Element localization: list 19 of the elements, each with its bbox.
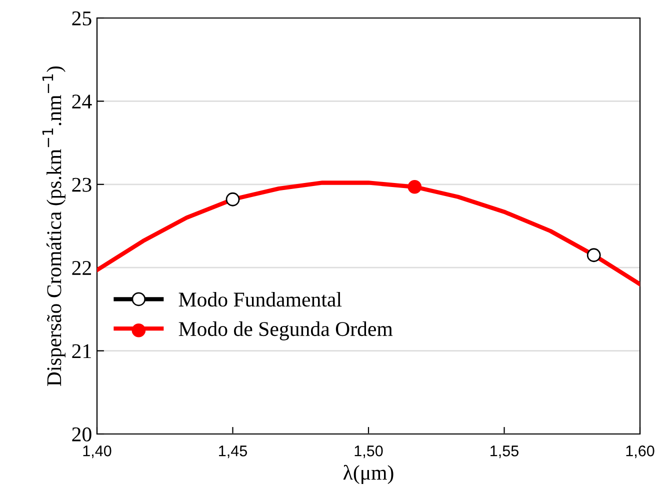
y-tick-label: 24 <box>72 94 92 108</box>
y-axis-title: Dispersão Cromática (ps.km$^{−1}$.nm$^{−1}$) <box>42 66 66 386</box>
point <box>226 192 240 206</box>
x-tick-label: 1,60 <box>626 446 654 458</box>
point <box>586 248 601 262</box>
y-tick-label: 23 <box>72 178 92 192</box>
line-series <box>97 180 640 286</box>
x-axis-title: λ(μm) <box>343 464 394 484</box>
y-tick-label: 25 <box>72 11 92 26</box>
legend-label: Modo Fundamental <box>178 292 342 307</box>
y-tick-label: 20 <box>72 427 92 442</box>
x-tick-label: 1,50 <box>354 446 383 458</box>
point <box>408 180 422 194</box>
legend-label: Modo de Segunda Ordem <box>178 321 393 340</box>
x-tick-label: 1,45 <box>219 446 247 458</box>
x-tick-label: 1,55 <box>490 446 518 458</box>
x-tick-label: 1,40 <box>83 446 112 458</box>
y-tick-label: 21 <box>72 344 91 358</box>
y-tick-label: 22 <box>72 261 91 275</box>
